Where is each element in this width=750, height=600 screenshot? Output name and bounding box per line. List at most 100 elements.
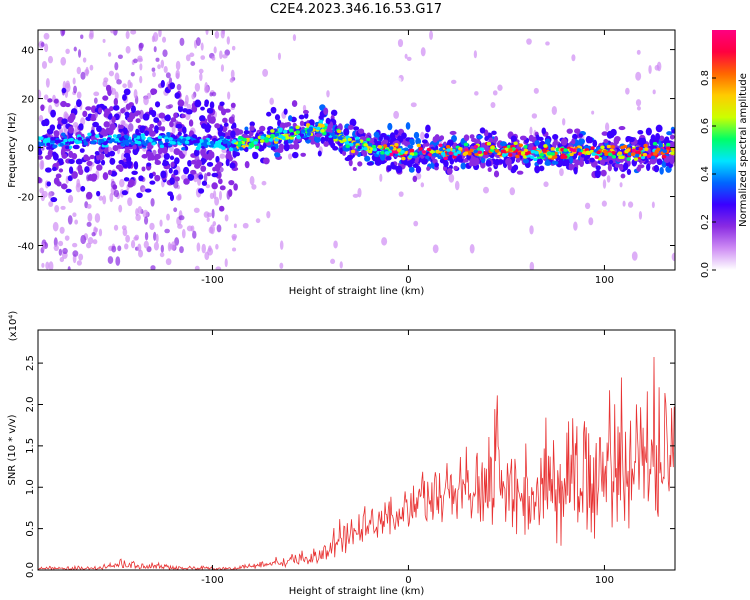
- figure-title: C2E4.2023.346.16.53.G17: [269, 2, 443, 17]
- ridge-point: [563, 148, 568, 152]
- band-point: [210, 151, 215, 159]
- noise-point: [76, 260, 82, 266]
- noise-point: [357, 187, 362, 198]
- noise-point: [133, 58, 138, 64]
- noise-point: [529, 261, 535, 270]
- noise-point: [215, 266, 222, 270]
- band-point: [103, 146, 109, 155]
- noise-point: [214, 30, 220, 39]
- band-point: [601, 131, 609, 136]
- noise-point: [38, 89, 42, 99]
- ridge-point: [168, 137, 173, 141]
- band-point: [173, 169, 179, 176]
- band-point: [50, 109, 56, 118]
- ridge-point: [295, 125, 300, 129]
- ridge-point: [201, 142, 206, 147]
- band-point: [620, 173, 626, 179]
- noise-point: [73, 85, 78, 94]
- ridge-point: [513, 141, 518, 146]
- ridge-point: [355, 136, 360, 141]
- noise-point: [279, 262, 284, 269]
- band-point: [505, 158, 512, 166]
- band-point: [519, 135, 527, 141]
- noise-point: [175, 69, 180, 80]
- noise-point: [166, 213, 170, 221]
- noise-point: [102, 38, 106, 43]
- noise-point: [110, 87, 117, 96]
- band-point: [160, 79, 165, 88]
- noise-point: [266, 210, 271, 219]
- noise-point: [86, 203, 92, 209]
- noise-point: [40, 159, 45, 170]
- noise-point: [113, 224, 119, 231]
- noise-point: [636, 49, 641, 55]
- noise-point: [135, 213, 141, 222]
- band-point: [382, 139, 389, 144]
- noise-point: [160, 59, 165, 69]
- snr-series-line: [38, 356, 675, 570]
- band-point: [138, 175, 144, 182]
- noise-point: [164, 228, 170, 234]
- band-point: [162, 146, 168, 155]
- ridge-point: [61, 132, 66, 137]
- noise-point: [192, 230, 197, 239]
- band-point: [487, 167, 492, 173]
- noise-point: [125, 234, 130, 243]
- band-point: [161, 126, 166, 132]
- noise-point: [108, 70, 115, 77]
- ridge-point: [285, 136, 290, 140]
- band-point: [266, 111, 272, 117]
- ridge-point: [120, 142, 125, 147]
- ridge-point: [384, 151, 390, 155]
- band-point: [579, 159, 585, 168]
- band-point: [283, 122, 289, 128]
- noise-point: [398, 191, 404, 197]
- band-point: [288, 115, 293, 122]
- ridge-point: [281, 136, 286, 140]
- noise-point: [47, 55, 54, 64]
- band-point: [407, 144, 414, 149]
- band-point: [168, 167, 173, 174]
- ridge-point: [199, 139, 204, 143]
- x-tick-label: -100: [201, 275, 224, 286]
- band-point: [82, 110, 88, 118]
- band-point: [292, 151, 299, 159]
- ridge-point: [427, 153, 432, 157]
- noise-point: [119, 178, 125, 188]
- noise-point: [200, 55, 206, 60]
- ridge-point: [52, 144, 57, 149]
- band-point: [206, 107, 214, 114]
- band-point: [112, 104, 120, 111]
- ridge-point: [625, 148, 631, 152]
- noise-point: [80, 34, 84, 40]
- noise-point: [533, 87, 539, 94]
- noise-point: [75, 182, 82, 193]
- ridge-point: [523, 148, 529, 153]
- noise-point: [211, 56, 216, 61]
- noise-point: [420, 131, 425, 140]
- ridge-point: [270, 129, 275, 133]
- band-point: [139, 125, 145, 134]
- noise-point: [68, 194, 74, 204]
- noise-point: [249, 175, 255, 186]
- noise-point: [232, 247, 237, 252]
- band-point: [244, 146, 249, 153]
- band-point: [600, 169, 607, 177]
- band-point: [135, 128, 140, 136]
- noise-point: [573, 221, 578, 231]
- band-point: [659, 135, 665, 142]
- noise-point: [139, 63, 143, 71]
- band-point: [135, 118, 141, 124]
- band-point: [348, 159, 353, 167]
- ridge-point: [560, 153, 566, 158]
- band-point: [174, 157, 180, 165]
- ridge-point: [213, 143, 219, 148]
- band-point: [107, 88, 112, 97]
- band-point: [274, 114, 281, 121]
- noise-point: [40, 193, 45, 202]
- ridge-point: [65, 145, 70, 150]
- band-point: [415, 165, 422, 174]
- band-point: [60, 183, 68, 190]
- noise-point: [214, 196, 220, 206]
- noise-point: [406, 56, 412, 61]
